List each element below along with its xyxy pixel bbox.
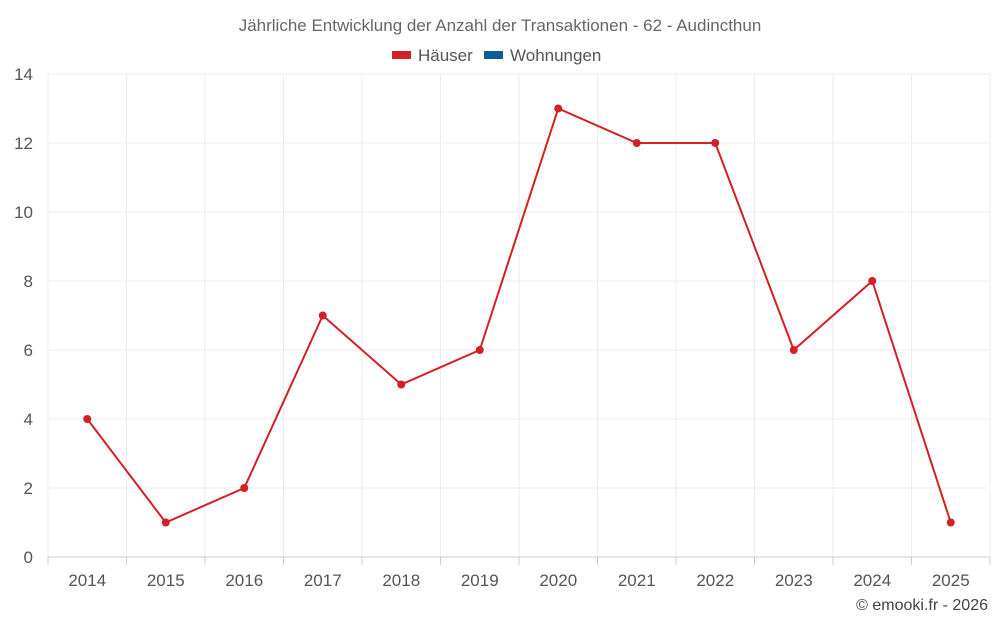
x-tick-label: 2019 xyxy=(461,571,499,590)
series xyxy=(83,104,955,527)
x-tick-label: 2014 xyxy=(68,571,106,590)
x-tick-label: 2021 xyxy=(618,571,656,590)
x-tick-label: 2018 xyxy=(382,571,420,590)
y-tick-label: 14 xyxy=(14,65,33,84)
data-point[interactable] xyxy=(475,346,484,354)
legend: Häuser Wohnungen xyxy=(392,46,601,65)
y-tick-label: 8 xyxy=(24,272,33,291)
y-tick-label: 4 xyxy=(24,410,33,429)
legend-swatch-wohnungen xyxy=(484,51,503,59)
y-tick-labels: 0 2 4 6 8 10 12 14 xyxy=(14,65,33,567)
data-point[interactable] xyxy=(318,311,327,320)
series-line xyxy=(86,107,952,524)
credit-text: © emooki.fr - 2026 xyxy=(856,597,988,614)
legend-swatch-haeuser xyxy=(392,51,411,59)
chart-title: Jährliche Entwicklung der Anzahl der Tra… xyxy=(239,16,762,35)
y-tick-label: 6 xyxy=(24,341,33,360)
axes xyxy=(47,556,991,565)
data-point[interactable] xyxy=(789,346,798,354)
x-tick-label: 2022 xyxy=(696,571,734,590)
data-point[interactable] xyxy=(161,518,170,527)
data-point[interactable] xyxy=(83,415,92,423)
data-point[interactable] xyxy=(397,380,406,389)
data-point[interactable] xyxy=(711,139,720,147)
x-tick-label: 2025 xyxy=(932,571,970,590)
x-tick-label: 2024 xyxy=(853,571,891,590)
data-point[interactable] xyxy=(632,139,641,147)
x-tick-label: 2023 xyxy=(775,571,813,590)
y-tick-label: 2 xyxy=(24,479,33,498)
legend-label-haeuser[interactable]: Häuser xyxy=(418,46,473,65)
legend-label-wohnungen[interactable]: Wohnungen xyxy=(510,46,601,65)
x-tick-label: 2017 xyxy=(304,571,342,590)
y-tick-label: 12 xyxy=(14,134,33,153)
x-tick-label: 2020 xyxy=(539,571,577,590)
x-tick-labels: 2014 2015 2016 2017 2018 2019 2020 2021 2022 2023… xyxy=(68,571,969,590)
data-point[interactable] xyxy=(240,484,249,492)
gridlines xyxy=(47,73,991,557)
data-point[interactable] xyxy=(946,518,955,527)
y-tick-label: 0 xyxy=(24,548,33,567)
data-point[interactable] xyxy=(868,277,877,285)
data-point[interactable] xyxy=(554,104,563,113)
x-tick-label: 2015 xyxy=(147,571,185,590)
y-tick-label: 10 xyxy=(14,203,33,222)
x-tick-label: 2016 xyxy=(225,571,263,590)
